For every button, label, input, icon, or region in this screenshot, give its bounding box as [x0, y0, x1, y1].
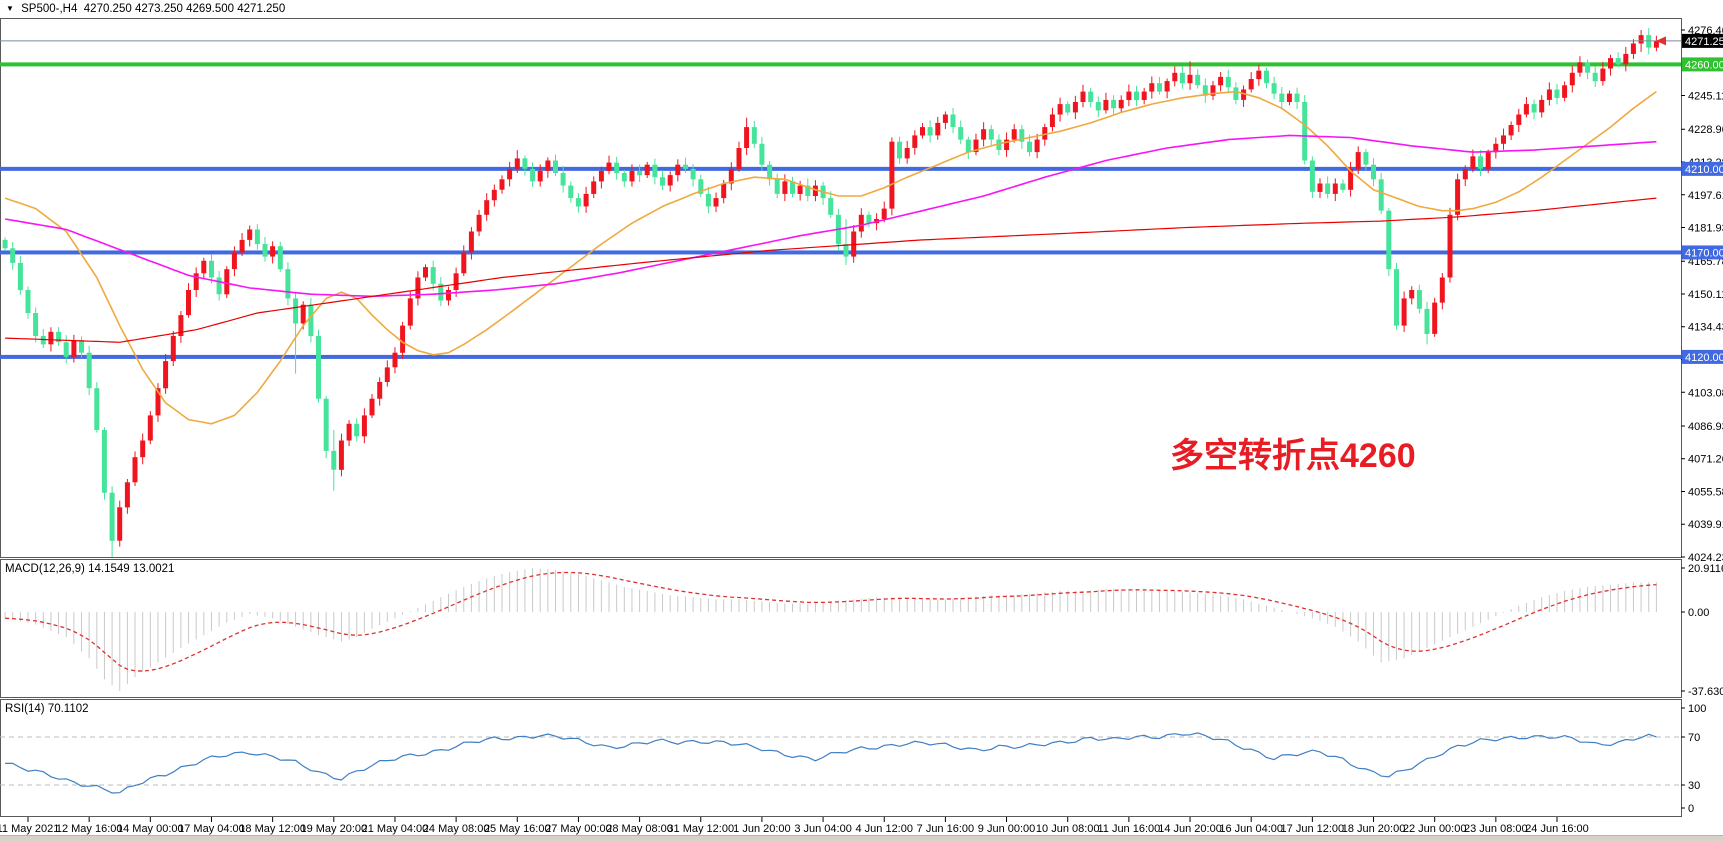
price-tick-label: 4197.610: [1688, 190, 1723, 202]
price-tag-4120.000[interactable]: [1682, 349, 1723, 364]
price-tick-label: 4024.235: [1688, 552, 1723, 564]
rsi-tick-label: 100: [1688, 703, 1706, 715]
rsi-tick-label: 30: [1688, 780, 1700, 792]
price-tick-label: 4134.435: [1688, 322, 1723, 334]
main-panel-frame: [0, 18, 1682, 558]
price-tag-4210.000[interactable]: [1682, 161, 1723, 176]
macd-axis: 20.9116 0.00 -37.6302: [1681, 563, 1723, 698]
ma-slow-red-line: [5, 197, 1657, 343]
time-tick-label: 27 May 00:00: [545, 823, 612, 835]
price-tick-label: 4071.260: [1688, 454, 1723, 466]
time-tick-label: 10 Jun 08:00: [1036, 823, 1100, 835]
macd-signal-line: [5, 571, 1657, 672]
current-price-arrow-icon: [1656, 36, 1666, 46]
time-tick-label: 31 May 12:00: [667, 823, 734, 835]
rsi-axis: 100 70 30 0: [1681, 703, 1706, 815]
symbol-timeframe: SP500-,H4: [21, 3, 78, 15]
rsi-panel-frame: [0, 699, 1682, 817]
price-tick-label: 4039.910: [1688, 519, 1723, 531]
price-tag-4271.250[interactable]: [1682, 33, 1723, 48]
time-tick-label: 7 Jun 16:00: [917, 823, 975, 835]
price-tag-4260.000[interactable]: [1682, 57, 1723, 72]
time-tick-label: 4 Jun 12:00: [855, 823, 913, 835]
time-tick-label: 1 Jun 20:00: [733, 823, 791, 835]
macd-tick-label: -37.6302: [1688, 686, 1723, 698]
price-tick-label: 4181.935: [1688, 223, 1723, 235]
price-tag-4170.000[interactable]: [1682, 245, 1723, 260]
macd-tick-label: 0.00: [1688, 607, 1709, 619]
ma-fast-orange-line: [4, 90, 1657, 425]
price-tag-label: 4271.250: [1685, 36, 1723, 48]
macd-tick-label: 20.9116: [1688, 563, 1723, 575]
time-tick-label: 11 Jun 16:00: [1097, 823, 1160, 835]
price-tick-label: 4150.110: [1688, 289, 1723, 301]
price-tick-label: 4055.585: [1688, 486, 1723, 498]
price-tick-label: 4228.960: [1688, 124, 1723, 136]
time-tick-label: 24 Jun 16:00: [1525, 823, 1589, 835]
time-tick-label: 25 May 16:00: [484, 823, 551, 835]
time-tick-label: 17 May 04:00: [178, 823, 245, 835]
symbol-info: ▼ SP500-,H4 4270.250 4273.250 4269.500 4…: [6, 3, 285, 15]
candlestick-series: [2, 28, 1659, 557]
time-tick-label: 14 Jun 20:00: [1158, 823, 1222, 835]
time-tick-label: 3 Jun 04:00: [794, 823, 852, 835]
time-tick-label: 18 May 12:00: [239, 823, 306, 835]
price-axis[interactable]: 4276.4604245.1104228.9604213.2854197.610…: [1681, 25, 1723, 564]
rsi-indicator-label: RSI(14) 70.1102: [5, 703, 89, 715]
time-tick-label: 17 Jun 12:00: [1281, 823, 1345, 835]
macd-histogram: [4, 568, 1657, 692]
hline-4120.000[interactable]: [0, 354, 1681, 359]
price-tag-label: 4210.000: [1685, 164, 1723, 176]
time-tick-label: 24 May 08:00: [423, 823, 490, 835]
rsi-tick-label: 0: [1688, 803, 1694, 815]
price-tick-label: 4103.085: [1688, 387, 1723, 399]
hline-4170.000[interactable]: [0, 250, 1681, 255]
time-tick-label: 21 May 04:00: [362, 823, 429, 835]
price-tag-label: 4120.000: [1685, 352, 1723, 364]
hline-4210.000[interactable]: [0, 166, 1681, 171]
time-tick-label: 11 May 2021: [0, 823, 59, 835]
ohlc-values: 4270.250 4273.250 4269.500 4271.250: [83, 3, 286, 15]
price-tag-label: 4260.000: [1685, 59, 1723, 71]
hline-4260.000[interactable]: [0, 62, 1681, 67]
rsi-tick-label: 70: [1688, 732, 1700, 744]
price-tick-label: 4245.110: [1688, 91, 1723, 103]
time-tick-label: 9 Jun 00:00: [978, 823, 1036, 835]
ma-mid-magenta-line: [4, 134, 1657, 298]
price-tag-label: 4170.000: [1685, 247, 1723, 259]
time-tick-label: 18 Jun 20:00: [1342, 823, 1406, 835]
chevron-down-icon[interactable]: ▼: [6, 4, 14, 13]
time-tick-label: 14 May 00:00: [117, 823, 184, 835]
price-tick-label: 4086.935: [1688, 421, 1723, 433]
time-tick-label: 16 Jun 04:00: [1219, 823, 1283, 835]
rsi-line: [5, 732, 1657, 794]
annotation-text: 多空转折点4260: [1170, 437, 1416, 475]
time-tick-label: 22 Jun 00:00: [1403, 823, 1467, 835]
bottom-status-strip: [0, 835, 1723, 841]
macd-indicator-label: MACD(12,26,9) 14.1549 13.0021: [5, 563, 175, 575]
macd-panel-frame: [0, 559, 1682, 698]
time-tick-label: 19 May 20:00: [300, 823, 367, 835]
time-tick-label: 12 May 16:00: [56, 823, 123, 835]
time-tick-label: 28 May 08:00: [606, 823, 673, 835]
time-tick-label: 23 Jun 08:00: [1464, 823, 1528, 835]
